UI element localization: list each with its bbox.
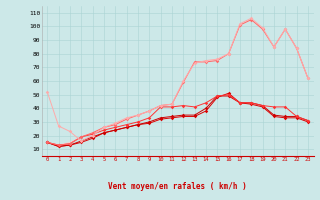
X-axis label: Vent moyen/en rafales ( km/h ): Vent moyen/en rafales ( km/h ) — [108, 182, 247, 191]
